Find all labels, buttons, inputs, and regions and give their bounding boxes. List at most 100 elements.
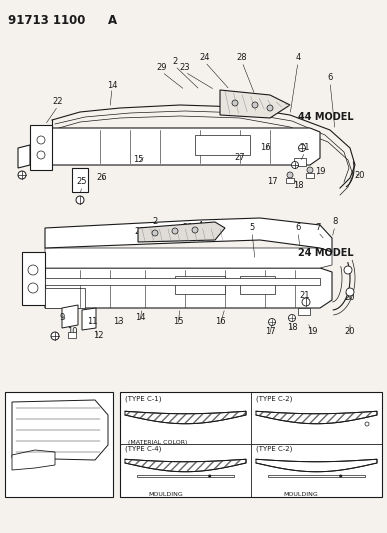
Text: 17: 17 — [267, 177, 277, 187]
Polygon shape — [125, 411, 246, 424]
Text: 6: 6 — [327, 74, 333, 83]
Circle shape — [287, 172, 293, 178]
Text: 14: 14 — [107, 80, 117, 90]
Polygon shape — [18, 145, 30, 168]
Circle shape — [288, 314, 296, 321]
Bar — [286, 178, 294, 183]
Bar — [294, 158, 306, 166]
Polygon shape — [45, 268, 332, 308]
Text: 3: 3 — [167, 228, 173, 237]
Polygon shape — [52, 128, 320, 165]
Circle shape — [339, 474, 342, 478]
Text: MOULDING: MOULDING — [283, 492, 318, 497]
Bar — [175, 276, 225, 294]
Polygon shape — [30, 125, 52, 170]
Circle shape — [346, 288, 354, 296]
Circle shape — [267, 105, 273, 111]
Text: 8: 8 — [332, 217, 338, 227]
Circle shape — [208, 474, 211, 478]
Text: 29: 29 — [135, 228, 145, 237]
Circle shape — [344, 266, 352, 274]
Polygon shape — [45, 288, 85, 308]
Circle shape — [172, 228, 178, 234]
Circle shape — [37, 136, 45, 144]
Text: 21: 21 — [300, 143, 310, 152]
Polygon shape — [268, 475, 365, 477]
Bar — [120, 392, 382, 497]
Text: 17: 17 — [55, 427, 65, 437]
Text: 16: 16 — [260, 143, 270, 152]
Text: 28: 28 — [183, 223, 194, 232]
Polygon shape — [256, 459, 377, 472]
Text: 24: 24 — [200, 53, 210, 62]
Text: 24 MODEL: 24 MODEL — [298, 248, 354, 258]
Circle shape — [76, 196, 84, 204]
Text: 23: 23 — [180, 63, 190, 72]
Polygon shape — [12, 400, 108, 460]
Circle shape — [37, 151, 45, 159]
Text: 14: 14 — [135, 313, 145, 322]
Circle shape — [269, 319, 276, 326]
Polygon shape — [220, 90, 290, 118]
Text: 15: 15 — [173, 318, 183, 327]
Text: 19: 19 — [315, 167, 325, 176]
Text: 9: 9 — [59, 313, 65, 322]
Text: 20: 20 — [355, 171, 365, 180]
Text: 29: 29 — [157, 63, 167, 72]
Circle shape — [192, 227, 198, 233]
Text: 20: 20 — [345, 327, 355, 336]
Polygon shape — [45, 278, 320, 285]
Bar — [298, 308, 310, 315]
Text: 28: 28 — [237, 53, 247, 62]
Circle shape — [307, 167, 313, 173]
Text: 6: 6 — [295, 223, 301, 232]
Polygon shape — [62, 305, 78, 328]
Text: A: A — [108, 14, 117, 27]
Text: 12: 12 — [93, 330, 103, 340]
Circle shape — [152, 230, 158, 236]
Text: (MATERIAL COLOR): (MATERIAL COLOR) — [128, 440, 187, 445]
Circle shape — [302, 298, 310, 306]
Circle shape — [18, 171, 26, 179]
Text: 7: 7 — [315, 223, 321, 232]
Text: 15: 15 — [133, 156, 143, 165]
Polygon shape — [45, 248, 332, 268]
Text: MOULDING: MOULDING — [148, 492, 183, 497]
Text: (TYPE C-4): (TYPE C-4) — [125, 446, 161, 453]
Text: 20: 20 — [345, 294, 355, 303]
Text: (TYPE C-1): (TYPE C-1) — [125, 396, 161, 402]
Text: 2: 2 — [152, 217, 158, 227]
Bar — [306, 173, 314, 178]
Text: 4: 4 — [295, 53, 301, 62]
Text: 28: 28 — [37, 408, 47, 416]
Circle shape — [28, 283, 38, 293]
Polygon shape — [72, 168, 88, 192]
Text: 2: 2 — [172, 58, 178, 67]
Text: 22: 22 — [53, 98, 63, 107]
Polygon shape — [45, 218, 332, 252]
Polygon shape — [125, 459, 246, 472]
Polygon shape — [22, 252, 45, 305]
Text: 5: 5 — [249, 223, 255, 232]
Text: 25: 25 — [77, 177, 87, 187]
Text: 13: 13 — [113, 318, 123, 327]
Polygon shape — [138, 222, 225, 242]
Circle shape — [28, 265, 38, 275]
Bar — [240, 276, 275, 294]
Circle shape — [232, 100, 238, 106]
Text: 91713 1100: 91713 1100 — [8, 14, 86, 27]
Circle shape — [365, 422, 369, 426]
Text: (TYPE C-2): (TYPE C-2) — [256, 446, 292, 453]
Bar — [195, 135, 250, 155]
Circle shape — [291, 161, 298, 168]
Polygon shape — [137, 475, 234, 477]
Bar — [68, 332, 76, 338]
Text: (TYPE C-2): (TYPE C-2) — [256, 396, 292, 402]
Text: 18: 18 — [293, 181, 303, 190]
Text: 4: 4 — [197, 221, 203, 230]
Polygon shape — [82, 308, 96, 330]
Circle shape — [51, 332, 59, 340]
Text: 44 MODEL: 44 MODEL — [298, 112, 354, 122]
Text: 17: 17 — [265, 327, 275, 336]
Polygon shape — [256, 411, 377, 424]
